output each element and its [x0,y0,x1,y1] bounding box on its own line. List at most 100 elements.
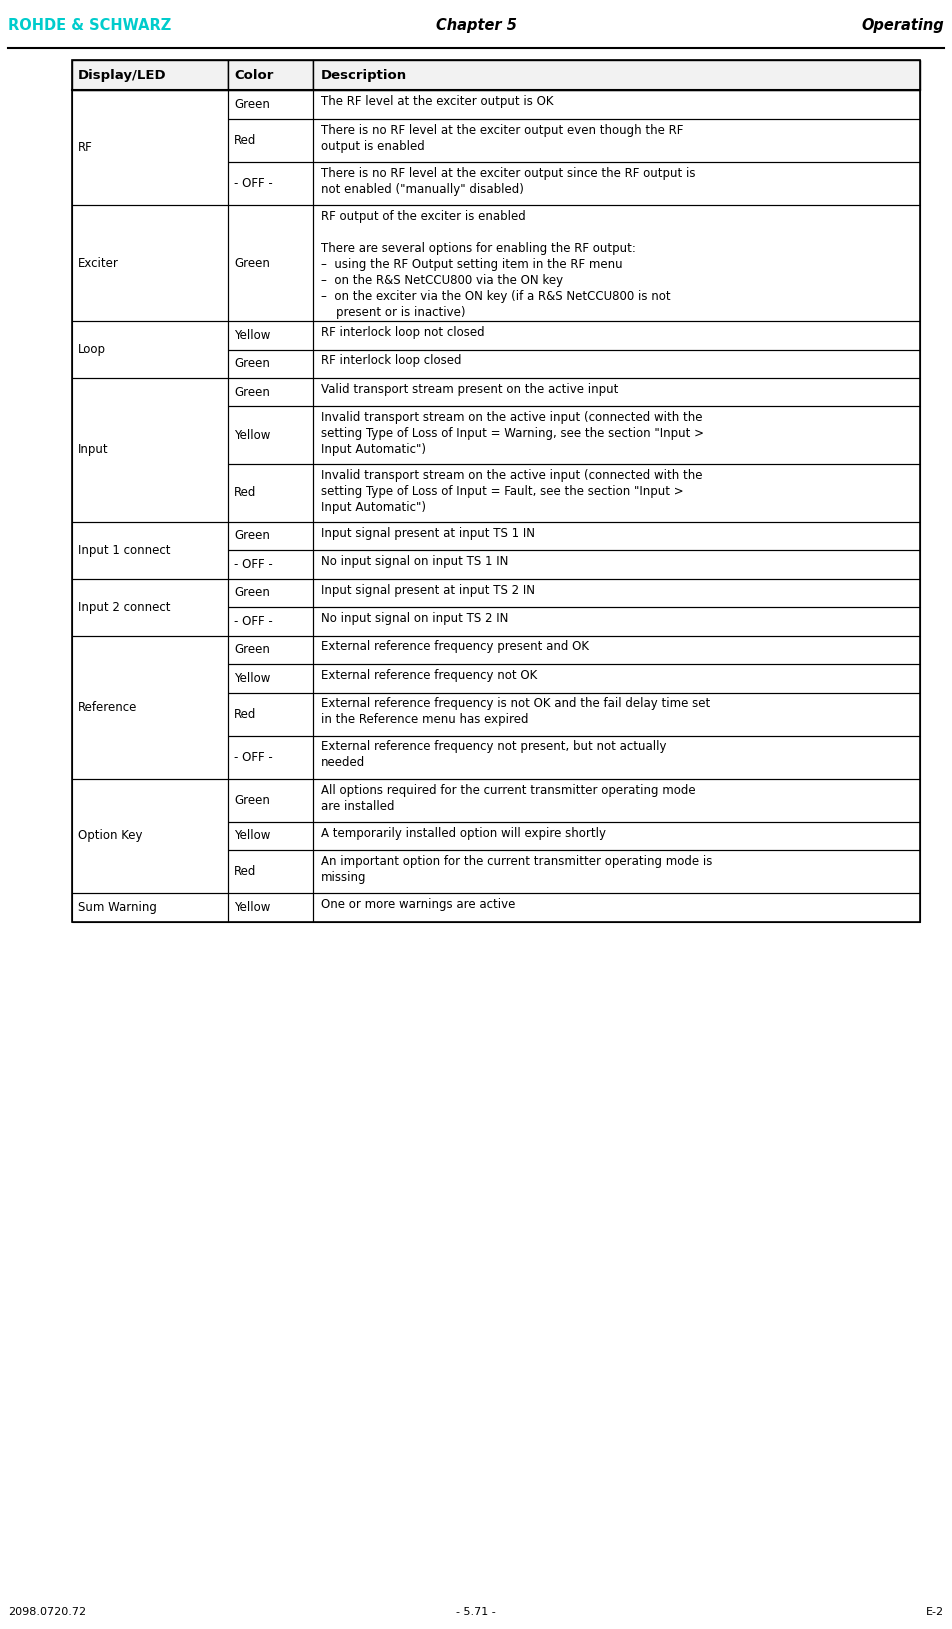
Text: Green: Green [234,98,269,111]
Text: Input 2 connect: Input 2 connect [78,601,170,614]
Bar [72,521,228,578]
Text: Red: Red [234,487,256,500]
Text: Description: Description [321,68,407,81]
Bar [313,60,920,91]
Text: Yellow: Yellow [234,901,270,914]
Text: Green: Green [234,386,269,399]
Text: All options required for the current transmitter operating mode
are installed: All options required for the current tra… [321,784,696,813]
Bar [228,551,313,578]
Bar [313,736,920,779]
Bar [72,205,228,321]
Bar [228,350,313,378]
Bar [313,407,920,464]
Text: Color: Color [234,68,273,81]
Text: Red: Red [234,707,256,720]
Text: Yellow: Yellow [234,329,270,342]
Bar [313,119,920,161]
Bar [228,893,313,922]
Bar [72,779,228,893]
Bar [72,893,228,922]
Text: Option Key: Option Key [78,829,143,842]
Text: Yellow: Yellow [234,428,270,441]
Bar [228,850,313,893]
Text: Input 1 connect: Input 1 connect [78,544,170,557]
Text: One or more warnings are active: One or more warnings are active [321,898,515,911]
Text: Red: Red [234,134,256,147]
Text: Display/LED: Display/LED [78,68,167,81]
Bar [313,893,920,922]
Text: A temporarily installed option will expire shortly: A temporarily installed option will expi… [321,826,606,839]
Bar [228,60,313,91]
Text: - OFF -: - OFF - [234,751,273,764]
Bar [228,378,313,407]
Text: Chapter 5: Chapter 5 [436,18,516,33]
Text: Operating: Operating [862,18,944,33]
Text: Sum Warning: Sum Warning [78,901,157,914]
Text: External reference frequency not present, but not actually
needed: External reference frequency not present… [321,741,666,769]
Text: Green: Green [234,357,269,370]
Bar [228,736,313,779]
Bar [228,821,313,850]
Bar [313,850,920,893]
Bar [228,608,313,635]
Text: Green: Green [234,586,269,599]
Bar [228,521,313,551]
Text: Input: Input [78,443,109,456]
Text: Yellow: Yellow [234,829,270,842]
Bar [313,350,920,378]
Bar [228,635,313,665]
Bar [72,635,228,779]
Bar [72,378,228,521]
Text: Red: Red [234,865,256,878]
Text: Yellow: Yellow [234,671,270,684]
Bar [313,608,920,635]
Text: External reference frequency present and OK: External reference frequency present and… [321,640,589,653]
Bar [313,551,920,578]
Bar [228,205,313,321]
Text: The RF level at the exciter output is OK: The RF level at the exciter output is OK [321,96,553,109]
Bar [228,321,313,350]
Text: Green: Green [234,256,269,269]
Bar [313,464,920,521]
Bar [72,321,228,378]
Bar [228,407,313,464]
Bar [228,91,313,119]
Text: Valid transport stream present on the active input: Valid transport stream present on the ac… [321,383,619,396]
Text: Green: Green [234,529,269,542]
Bar [313,205,920,321]
Text: No input signal on input TS 1 IN: No input signal on input TS 1 IN [321,555,508,569]
Bar [228,692,313,736]
Bar [72,60,920,922]
Text: There is no RF level at the exciter output since the RF output is
not enabled (": There is no RF level at the exciter outp… [321,166,696,195]
Bar [313,665,920,692]
Text: RF: RF [78,142,92,155]
Text: External reference frequency is not OK and the fail delay time set
in the Refere: External reference frequency is not OK a… [321,697,710,727]
Bar [228,779,313,821]
Bar [313,635,920,665]
Bar [313,161,920,205]
Text: ROHDE & SCHWARZ: ROHDE & SCHWARZ [8,18,171,33]
Bar [313,692,920,736]
Text: - OFF -: - OFF - [234,178,273,191]
Bar [228,665,313,692]
Bar [228,161,313,205]
Text: Invalid transport stream on the active input (connected with the
setting Type of: Invalid transport stream on the active i… [321,469,703,513]
Text: RF interlock loop closed: RF interlock loop closed [321,355,462,368]
Text: There is no RF level at the exciter output even though the RF
output is enabled: There is no RF level at the exciter outp… [321,124,684,153]
Text: - OFF -: - OFF - [234,614,273,627]
Bar [72,91,228,205]
Text: Green: Green [234,643,269,656]
Text: RF output of the exciter is enabled

There are several options for enabling the : RF output of the exciter is enabled Ther… [321,210,670,319]
Text: No input signal on input TS 2 IN: No input signal on input TS 2 IN [321,613,508,626]
Bar [313,578,920,608]
Bar [313,91,920,119]
Text: An important option for the current transmitter operating mode is
missing: An important option for the current tran… [321,855,712,885]
Text: Reference: Reference [78,700,137,714]
Bar [228,578,313,608]
Text: External reference frequency not OK: External reference frequency not OK [321,670,537,683]
Bar [72,578,228,635]
Bar [72,60,228,91]
Text: Loop: Loop [78,344,106,357]
Bar [313,821,920,850]
Text: E-2: E-2 [926,1606,944,1618]
